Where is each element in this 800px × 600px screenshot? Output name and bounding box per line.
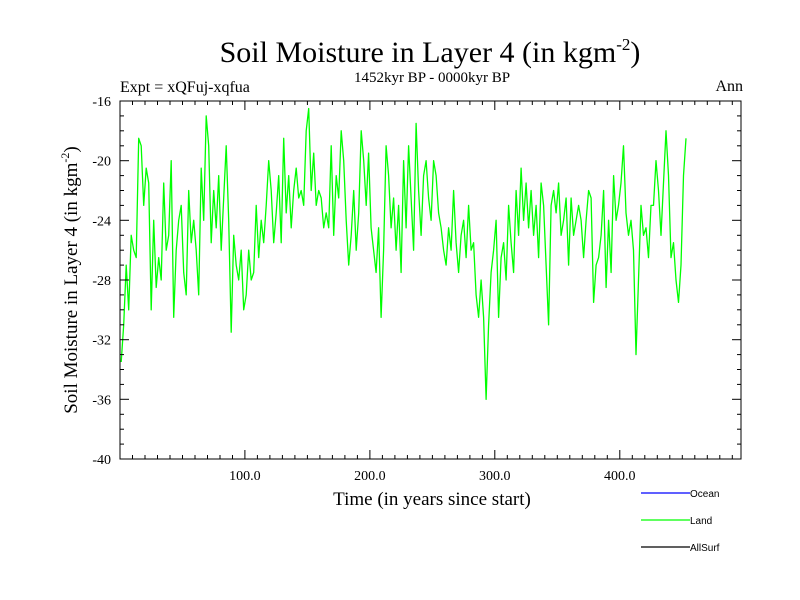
season-label: Ann [715, 78, 743, 95]
y-tick-label: -36 [92, 393, 111, 408]
y-tick-label: -24 [92, 214, 111, 229]
y-tick-label: -40 [92, 453, 111, 468]
y-axis-label-superscript: -2 [58, 153, 72, 163]
legend-label-land: Land [690, 516, 712, 527]
plot-frame [119, 100, 742, 460]
chart-title-superscript: -2 [616, 35, 630, 54]
y-tick-label: -28 [92, 274, 111, 289]
chart-title-main: Soil Moisture in Layer 4 (in kgm [220, 36, 617, 69]
y-tick-label: -32 [92, 334, 111, 349]
y-tick-label: -20 [92, 155, 111, 170]
y-axis-label: Soil Moisture in Layer 4 (in kgm-2) [58, 146, 82, 414]
legend-label-allsurf: AllSurf [690, 543, 720, 554]
y-axis-label-main: Soil Moisture in Layer 4 (in kgm [61, 162, 82, 413]
series-layer [120, 107, 687, 400]
x-tick-label: 300.0 [479, 469, 511, 484]
x-tick-label: 200.0 [354, 469, 386, 484]
x-axis-label: Time (in years since start) [333, 489, 531, 510]
tick-label-layer: 100.0 200.0 300.0 400.0 -40 -36 -32 -28 -24 -20 -1… [92, 95, 635, 484]
chart-title: Soil Moisture in Layer 4 (in kgm-2) [220, 35, 641, 69]
x-tick-label: 400.0 [604, 469, 636, 484]
chart-title-close: ) [630, 36, 640, 69]
series-line-land [120, 107, 687, 400]
tick-layer [120, 101, 741, 459]
time-range-label: 1452kyr BP - 0000kyr BP [354, 70, 510, 86]
y-tick-label: -16 [92, 95, 111, 110]
x-tick-label: 100.0 [229, 469, 261, 484]
y-axis-label-close: ) [61, 146, 82, 152]
experiment-label: Expt = xQFuj-xqfua [120, 79, 250, 96]
legend: Ocean Land AllSurf [641, 489, 720, 554]
legend-label-ocean: Ocean [690, 489, 719, 500]
